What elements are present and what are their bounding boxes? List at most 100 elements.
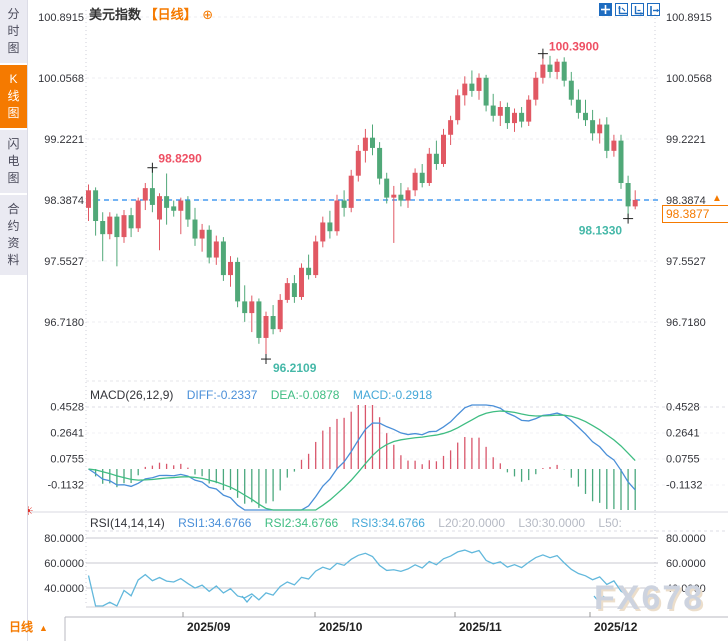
axis-pan-icon[interactable] [631, 3, 644, 16]
candle-body [149, 188, 155, 205]
price-annotation: 98.8290 [158, 152, 202, 166]
candle-body [86, 190, 91, 208]
chevron-down-icon [593, 595, 605, 604]
candle-body [540, 64, 546, 78]
candle-body [419, 172, 425, 184]
shift-right-icon[interactable] [647, 3, 660, 16]
rsi-l30-value: L30:30.0000 [518, 516, 586, 530]
rsi-l50-value: L50: [598, 516, 622, 530]
sidebar-item-char: 线 [7, 89, 20, 103]
candle-body [618, 140, 624, 184]
candle-body [171, 206, 177, 211]
candle-body [256, 301, 262, 338]
axis-scale-icon[interactable] [615, 3, 628, 16]
candle-body [327, 222, 333, 232]
candle-body [355, 150, 361, 176]
chevron-up-icon: ▲ [39, 623, 48, 633]
candle-body [433, 153, 439, 165]
candle-body [263, 316, 269, 338]
y-axis-label: -0.1132 [48, 480, 85, 492]
sidebar-item-char: 分 [7, 7, 20, 21]
candle-body [370, 137, 375, 148]
y-axis-label: 99.2221 [666, 134, 706, 146]
sidebar-item-char: 图 [7, 171, 20, 185]
macd-diff-value: DIFF:-0.2337 [186, 388, 258, 402]
crosshair-icon[interactable] [599, 3, 612, 16]
sidebar-item-char: 闪 [7, 137, 20, 151]
macd-macd-value: MACD:-0.2918 [352, 388, 433, 402]
add-indicator-icon[interactable]: ⊕ [202, 7, 214, 22]
candle-body [611, 140, 617, 151]
candle-body [348, 175, 354, 208]
candle-body [412, 172, 418, 191]
y-axis-label: 97.5527 [44, 256, 84, 268]
candle-body [597, 124, 603, 134]
candle-body [228, 261, 233, 276]
rsi-header: RSI(14,14,14) RSI1:34.6766 RSI2:34.6766 … [90, 516, 632, 530]
y-axis-label: 40.0000 [666, 583, 706, 595]
price-annotation: 98.1330 [579, 224, 623, 238]
candle-body [398, 194, 404, 201]
candle-body [135, 200, 141, 229]
candle-body [384, 178, 390, 198]
symbol-name: 美元指数 [89, 7, 142, 22]
candle-body [157, 196, 162, 220]
candle-body [93, 190, 99, 222]
candle-body [462, 83, 468, 96]
y-axis-label: 97.5527 [666, 256, 706, 268]
candle-body [632, 199, 638, 207]
candle-body [341, 200, 347, 208]
rsi-params-label: RSI(14,14,14) [90, 516, 165, 530]
chevron-down-icon [241, 595, 253, 604]
period-selector[interactable]: 日线 ▲ [9, 618, 48, 635]
y-axis-label: 100.0568 [666, 73, 712, 85]
y-axis-label: 60.0000 [44, 558, 84, 570]
candle-body [164, 196, 170, 208]
sidebar-item-分时图[interactable]: 分时图 [0, 0, 27, 63]
chart-title: 美元指数 【日线】 ⊕ [89, 4, 213, 23]
y-axis-label: 100.8915 [38, 12, 84, 24]
candle-body [448, 120, 454, 135]
candle-body [185, 200, 191, 220]
y-axis-label: 0.0755 [666, 454, 700, 466]
macd-params-label: MACD(26,12,9) [90, 388, 174, 402]
sidebar-item-char: 料 [7, 253, 20, 267]
candle-body [512, 112, 517, 124]
candle-body [100, 221, 106, 235]
period-label: 【日线】 [144, 7, 197, 22]
rsi2-value: RSI2:34.6766 [264, 516, 339, 530]
sidebar-item-char: 图 [7, 106, 20, 120]
candle-body [220, 241, 226, 276]
x-axis-label: 2025/10 [319, 620, 363, 634]
candle-body [441, 134, 446, 165]
sidebar-item-闪电图[interactable]: 闪电图 [0, 130, 27, 193]
candle-body [575, 99, 581, 113]
candle-body [192, 219, 198, 239]
price-up-arrow-icon: ▲ [712, 193, 722, 204]
candle-body [114, 216, 120, 238]
y-axis-label: 0.0755 [50, 454, 84, 466]
indicator-settings-icon[interactable]: ☀ [23, 504, 34, 518]
candle-body [625, 183, 631, 207]
candle-body [405, 190, 411, 201]
candle-body [270, 316, 276, 330]
price-annotation: 100.3900 [549, 40, 599, 54]
macd-diff-line [88, 404, 636, 511]
candle-body [590, 120, 596, 134]
sidebar-item-char: 电 [7, 154, 20, 168]
candle-body [504, 106, 510, 124]
candle-body [206, 229, 212, 258]
sidebar-item-合约资料[interactable]: 合约资料 [0, 195, 27, 275]
y-axis-label: 99.2221 [44, 134, 84, 146]
sidebar-item-char: 合 [7, 202, 20, 216]
candle-body [391, 194, 397, 198]
candle-body [583, 112, 588, 121]
candle-body [128, 215, 134, 229]
y-axis-label: 0.2641 [50, 428, 84, 440]
macd-dea-value: DEA:-0.0878 [270, 388, 340, 402]
y-axis-label: 98.3874 [666, 195, 706, 207]
candle-body [377, 147, 383, 179]
